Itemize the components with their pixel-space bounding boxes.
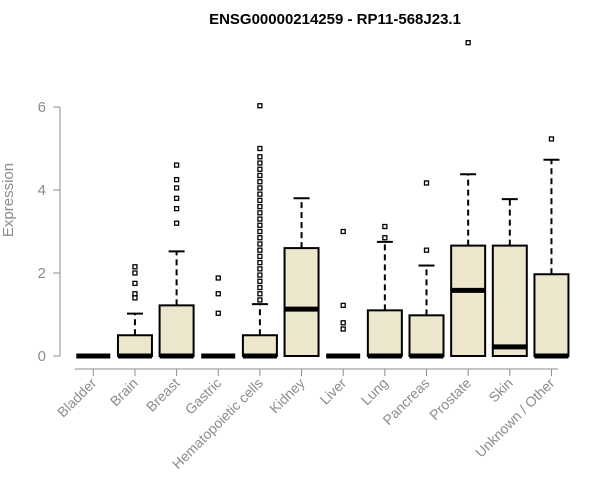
outlier-point [257, 145, 263, 152]
outlier-point [382, 235, 388, 241]
iqr-box [408, 314, 445, 357]
iqr-box [116, 334, 153, 357]
outlier-point [257, 160, 263, 166]
outlier-point [257, 179, 263, 185]
outlier-point [173, 162, 180, 168]
box-hematopoietic-cells [241, 103, 278, 359]
outlier-point [173, 206, 180, 212]
box-series [76, 40, 570, 359]
outlier-point [173, 176, 180, 183]
iqr-box [366, 309, 403, 358]
outlier-point [257, 216, 263, 222]
x-tick-label: Unknown / Other [472, 375, 558, 461]
outlier-point [257, 197, 263, 204]
outlier-point [173, 220, 180, 226]
y-tick-label: 4 [38, 182, 46, 199]
box-lung [366, 223, 403, 359]
x-tick-label: Liver [317, 375, 350, 408]
outlier-point [132, 270, 138, 276]
outlier-point [132, 295, 138, 301]
outlier-point [340, 326, 346, 332]
outlier-point [257, 253, 263, 260]
box-gastric [201, 275, 236, 359]
outlier-point [257, 185, 263, 191]
outlier-point [257, 228, 263, 235]
y-tick-label: 6 [38, 99, 46, 116]
outlier-point [132, 280, 138, 287]
y-axis-ticks: 0 2 4 6 [38, 99, 60, 365]
outlier-point [465, 40, 471, 46]
outlier-point [257, 241, 263, 247]
outlier-point [257, 172, 263, 179]
iqr-box [533, 273, 570, 357]
y-tick-label: 2 [38, 265, 46, 282]
outlier-point [257, 297, 263, 303]
outlier-point [257, 284, 263, 291]
x-tick-label: Kidney [266, 375, 308, 417]
box-liver [326, 228, 361, 359]
y-tick-label: 0 [38, 348, 46, 365]
box-kidney [283, 197, 320, 358]
outlier-point [340, 320, 346, 326]
outlier-point [257, 203, 263, 210]
iqr-box [491, 244, 528, 357]
iqr-box [450, 244, 487, 357]
outlier-point [173, 185, 180, 191]
outlier-point [257, 103, 263, 109]
outlier-point [257, 272, 263, 278]
outlier-point [257, 291, 263, 297]
outlier-point [257, 259, 263, 266]
x-tick-label: Bladder [54, 375, 100, 421]
box-pancreas [408, 180, 445, 359]
outlier-point [340, 302, 346, 309]
iqr-box [283, 247, 320, 358]
x-tick-label: Prostate [426, 375, 474, 423]
outlier-point [548, 136, 555, 142]
outlier-point [132, 264, 138, 270]
box-prostate [450, 40, 487, 357]
x-tick-label: Skin [485, 375, 516, 406]
x-tick-label: Breast [143, 375, 183, 415]
outlier-point [423, 180, 430, 186]
box-brain [116, 264, 153, 359]
outlier-point [173, 195, 180, 201]
outlier-point [257, 191, 263, 197]
outlier-point [257, 235, 263, 241]
outlier-point [382, 223, 388, 230]
box-skin [491, 198, 528, 357]
x-tick-label: Lung [358, 375, 391, 408]
x-tick-label: Brain [107, 375, 141, 409]
outlier-point [257, 278, 263, 284]
outlier-point [215, 275, 221, 281]
box-unknown-other [533, 136, 570, 359]
iqr-box [158, 304, 195, 357]
outlier-point [257, 266, 263, 272]
outlier-point [257, 247, 263, 253]
outlier-point [340, 228, 346, 235]
box-breast [158, 162, 195, 359]
outlier-point [132, 291, 138, 297]
outlier-point [257, 210, 263, 216]
outlier-point [215, 291, 221, 297]
outlier-point [257, 222, 263, 228]
outlier-point [257, 154, 263, 160]
outlier-point [215, 310, 221, 316]
chart-title: ENSG00000214259 - RP11-568J23.1 [209, 11, 461, 28]
iqr-box [241, 334, 278, 357]
y-axis-label: Expression [0, 163, 17, 237]
outlier-point [423, 247, 430, 253]
outlier-point [257, 166, 263, 172]
